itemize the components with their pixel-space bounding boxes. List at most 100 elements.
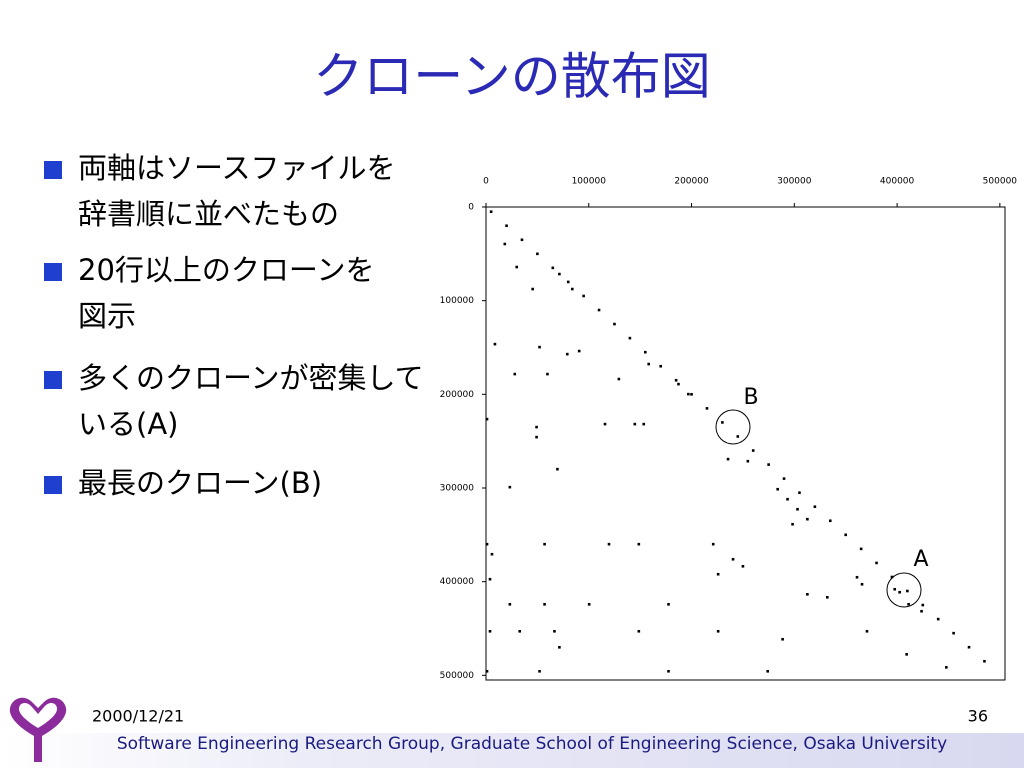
- point: [643, 350, 647, 354]
- point: [538, 345, 541, 349]
- bullet-text: いる(A): [78, 407, 178, 441]
- point: [490, 552, 494, 556]
- point: [535, 435, 538, 439]
- point: [791, 522, 794, 526]
- point: [558, 272, 561, 276]
- page-number: 36: [968, 707, 988, 726]
- point: [633, 422, 637, 426]
- bullet-text: 多くのクローンが密集して: [78, 361, 424, 395]
- point: [726, 457, 730, 461]
- x-tick-label: 400000: [880, 177, 915, 187]
- point: [493, 342, 497, 346]
- point: [716, 629, 720, 633]
- point: [890, 575, 894, 579]
- bullet-marker: [44, 263, 62, 281]
- point: [690, 393, 693, 396]
- point: [613, 322, 616, 326]
- point: [741, 564, 745, 568]
- point: [967, 645, 971, 649]
- annotations: B A: [715, 385, 929, 608]
- point: [659, 364, 663, 368]
- annotation-circle: [715, 409, 751, 445]
- point: [806, 592, 809, 596]
- point: [582, 294, 585, 298]
- point: [505, 224, 508, 228]
- annotation-circle: [886, 572, 922, 608]
- point: [945, 666, 948, 669]
- point: [565, 352, 569, 356]
- point: [865, 629, 869, 633]
- point: [488, 629, 492, 633]
- point: [587, 603, 591, 606]
- bullet-text: 最長のクローン(B): [78, 466, 322, 500]
- point: [577, 349, 581, 353]
- annotation-label: A: [913, 547, 928, 572]
- point: [674, 378, 678, 382]
- point: [798, 491, 801, 494]
- x-tick-label: 200000: [674, 177, 709, 187]
- footer-band: [0, 733, 1024, 768]
- y-tick-label: 300000: [440, 483, 475, 493]
- y-tick-label: 400000: [440, 577, 475, 587]
- point: [642, 422, 646, 426]
- point: [489, 210, 493, 213]
- y-tick-label: 0: [468, 203, 474, 213]
- bullet-marker: [44, 371, 62, 389]
- bullet-text: 辞書順に並べたもの: [78, 197, 339, 231]
- annotation-label: B: [743, 385, 758, 410]
- point: [551, 266, 555, 270]
- point: [637, 542, 641, 546]
- bullet-text: 図示: [78, 299, 136, 333]
- point: [844, 533, 848, 537]
- point: [920, 609, 923, 613]
- point: [782, 477, 786, 480]
- point: [536, 252, 539, 256]
- point: [731, 557, 735, 561]
- point: [906, 589, 909, 593]
- point: [488, 577, 492, 581]
- chart-background: [430, 160, 1024, 690]
- point: [746, 459, 750, 463]
- point: [751, 449, 755, 452]
- point: [558, 646, 561, 649]
- chart: 0 100000 200000 300000 400000 500000 0 100000 20…: [430, 160, 1024, 690]
- point: [828, 519, 832, 523]
- point: [485, 542, 489, 546]
- point: [983, 659, 986, 663]
- plot-frame: [485, 206, 1006, 681]
- point: [628, 336, 632, 340]
- point: [647, 362, 650, 366]
- point: [503, 242, 507, 246]
- point: [531, 287, 534, 291]
- y-tick-label: 200000: [440, 390, 475, 400]
- bullet-text: 両軸はソースファイルを: [78, 151, 396, 185]
- point: [543, 542, 546, 546]
- point: [921, 603, 925, 607]
- bullet-marker: [44, 161, 62, 179]
- x-tick-label: 500000: [983, 177, 1018, 187]
- point: [806, 517, 809, 521]
- point: [786, 497, 789, 501]
- x-tick-label: 0: [483, 177, 489, 187]
- point: [776, 487, 779, 491]
- point: [520, 238, 524, 242]
- point: [826, 595, 829, 599]
- point: [893, 587, 897, 591]
- point: [705, 407, 709, 410]
- point: [875, 561, 878, 565]
- point: [538, 669, 541, 673]
- point: [513, 372, 517, 376]
- point: [936, 617, 940, 621]
- point: [518, 629, 522, 633]
- slide-title: クローンの散布図: [313, 48, 711, 106]
- bullet-text: 20行以上のクローンを: [78, 253, 374, 287]
- point: [667, 669, 670, 673]
- point: [485, 417, 489, 421]
- point: [859, 547, 863, 551]
- point: [637, 629, 641, 633]
- point: [907, 603, 910, 606]
- point: [687, 392, 690, 396]
- point: [952, 631, 955, 635]
